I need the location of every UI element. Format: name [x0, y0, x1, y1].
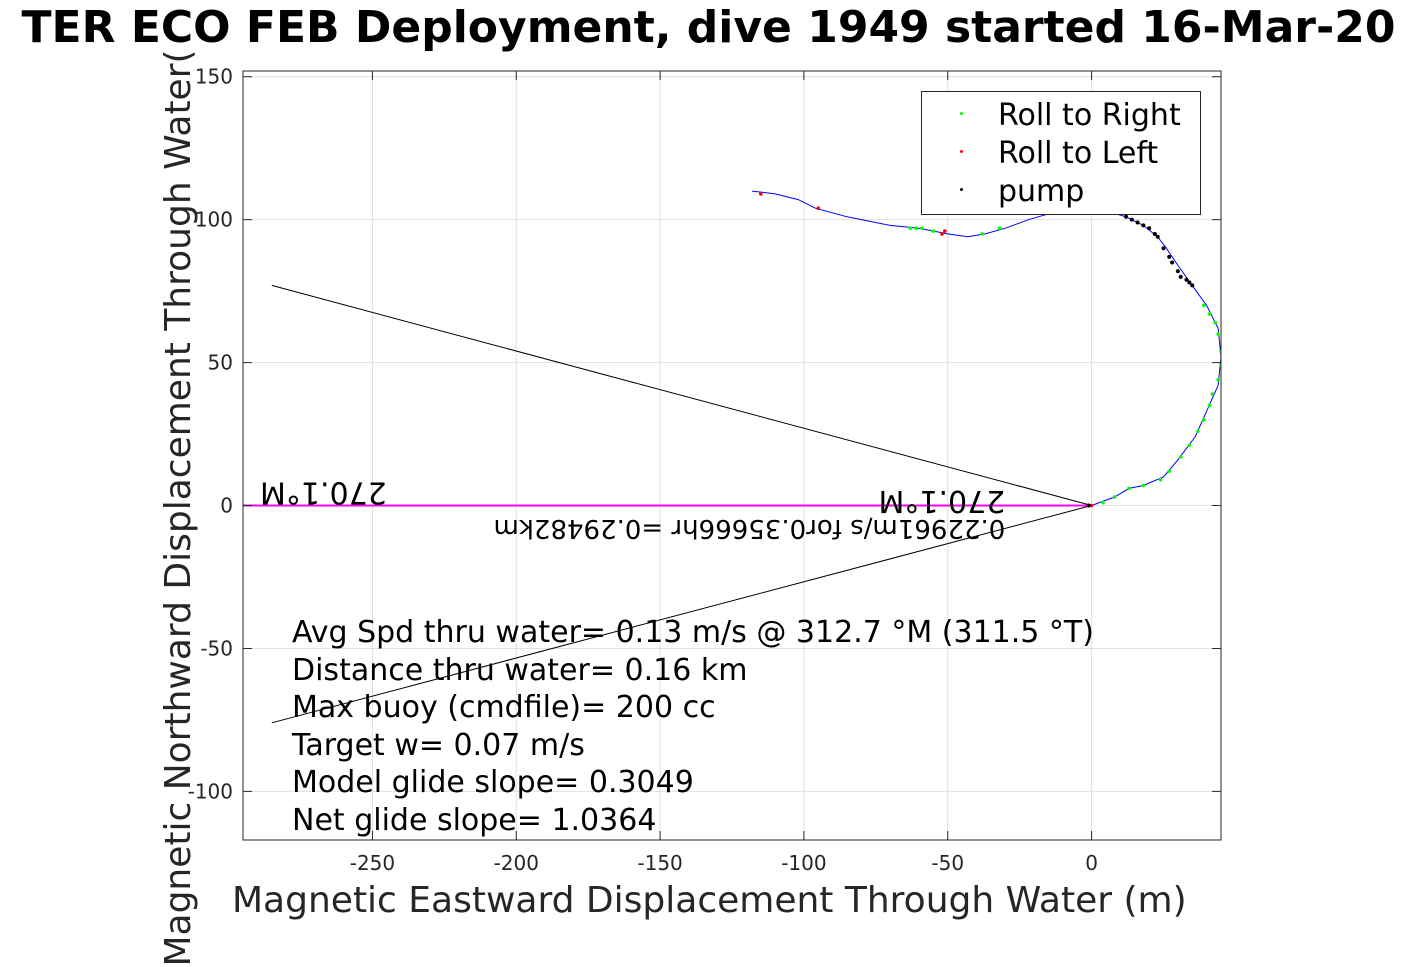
- stat-avg-speed: Avg Spd thru water= 0.13 m/s @ 312.7 °M …: [292, 615, 1094, 650]
- y-tick-label: -50: [200, 636, 233, 660]
- roll-right-point: [1187, 443, 1192, 448]
- stat-max-buoy: Max buoy (cmdfile)= 200 cc: [292, 690, 716, 725]
- pump-point: [1175, 269, 1180, 274]
- x-tick-label: 0: [1085, 851, 1098, 875]
- pump-point: [1155, 234, 1160, 239]
- stat-distance: Distance thru water= 0.16 km: [292, 652, 748, 688]
- pump-point: [1135, 220, 1140, 225]
- roll-right-point: [931, 229, 936, 233]
- legend-item-pump: pump: [922, 172, 1200, 209]
- roll-right-point: [920, 226, 924, 231]
- roll-right-point: [1112, 495, 1117, 499]
- roll-left-point: [758, 192, 763, 196]
- y-tick-label: -100: [188, 779, 233, 803]
- tick-layer: -250 -200 -150 -100 -50 0 -100 -50 0 50 100 150: [188, 65, 1221, 875]
- roll-right-point: [914, 226, 918, 231]
- pump-point: [1190, 283, 1195, 288]
- stat-net-glide: Net glide slope= 1.0364: [292, 802, 657, 838]
- roll-right-point: [1201, 303, 1206, 308]
- roll-right-point: [1127, 486, 1131, 491]
- stats-block: Avg Spd thru water= 0.13 m/s @ 312.7 °M …: [292, 614, 1094, 839]
- roll-right-point: [1167, 469, 1172, 474]
- roll-right-point: [1101, 500, 1105, 505]
- y-tick-label: 0: [220, 494, 233, 518]
- legend-marker-roll-left: [960, 150, 963, 153]
- roll-right-point: [980, 232, 985, 236]
- pump-point: [1124, 214, 1129, 219]
- roll-left-point: [816, 206, 821, 211]
- annotation-text: 270.1°M: [260, 475, 387, 510]
- pump-point: [1167, 254, 1172, 259]
- legend-item-roll-left: Roll to Left: [922, 134, 1200, 171]
- annotation-text: 270.1°M: [879, 483, 1006, 518]
- series-group: [243, 190, 1221, 724]
- roll-right-point: [1210, 392, 1215, 396]
- chart-title: TER ECO FEB Deployment, dive 1949 starte…: [21, 2, 1396, 53]
- roll-right-point: [1158, 477, 1163, 482]
- legend-marker-roll-right: [960, 112, 963, 115]
- roll-right-point: [1216, 377, 1220, 382]
- pump-point: [1086, 503, 1091, 508]
- y-tick-label: 150: [195, 65, 233, 89]
- legend-item-roll-right: Roll to Right: [922, 96, 1200, 133]
- roll-right-point: [1196, 429, 1200, 434]
- y-axis-label: Magnetic Northward Displacement Through …: [158, 49, 199, 967]
- x-tick-label: -200: [494, 851, 539, 875]
- pump-point: [1187, 280, 1192, 285]
- x-axis-label: Magnetic Eastward Displacement Through W…: [232, 880, 1187, 921]
- roll-right-point: [997, 226, 1002, 231]
- roll-right-point: [1201, 417, 1206, 422]
- stat-model-glide: Model glide slope= 0.3049: [292, 765, 694, 800]
- pump-point: [1147, 226, 1152, 231]
- legend-label-pump: pump: [998, 174, 1085, 209]
- roll-left-point: [940, 232, 944, 236]
- x-tick-label: -250: [350, 851, 395, 875]
- roll-right-point: [1141, 483, 1146, 488]
- stat-target-w: Target w= 0.07 m/s: [292, 727, 585, 763]
- wedge-line: [271, 284, 1092, 506]
- legend-label-roll-right: Roll to Right: [998, 98, 1181, 133]
- roll-right-point: [1213, 320, 1218, 325]
- legend-label-roll-left: Roll to Left: [998, 136, 1159, 171]
- annotation-text: 0.22961m/s for0.35666hr =0.29482km: [493, 513, 1005, 543]
- series-layer: [243, 190, 1221, 724]
- roll-right-point: [1207, 403, 1212, 408]
- roll-left-point: [943, 229, 947, 233]
- pump-point: [1129, 217, 1134, 222]
- legend: Roll to Right Roll to Left pump: [921, 91, 1201, 215]
- roll-right-point: [1178, 455, 1183, 459]
- pump-point: [1184, 277, 1189, 282]
- annotation-layer: 270.1°M0.22961m/s for0.35666hr =0.29482k…: [260, 475, 1005, 543]
- pump-point: [1178, 274, 1183, 279]
- roll-right-point: [908, 226, 913, 231]
- pump-point: [1141, 223, 1146, 228]
- roll-right-point: [1207, 312, 1212, 316]
- plot-frame: [242, 70, 1222, 841]
- roll-left-point: [1089, 503, 1094, 508]
- roll-right-point: [1216, 332, 1220, 336]
- x-tick-label: -150: [637, 851, 682, 875]
- y-tick-label: 50: [208, 351, 233, 375]
- wedge-line: [271, 505, 1092, 724]
- pump-point: [1152, 231, 1157, 236]
- pump-point: [1161, 246, 1166, 251]
- x-tick-label: -100: [781, 851, 826, 875]
- y-tick-label: 100: [195, 208, 233, 232]
- x-tick-label: -50: [931, 851, 964, 875]
- legend-marker-pump: [960, 188, 963, 191]
- pump-point: [1170, 260, 1175, 265]
